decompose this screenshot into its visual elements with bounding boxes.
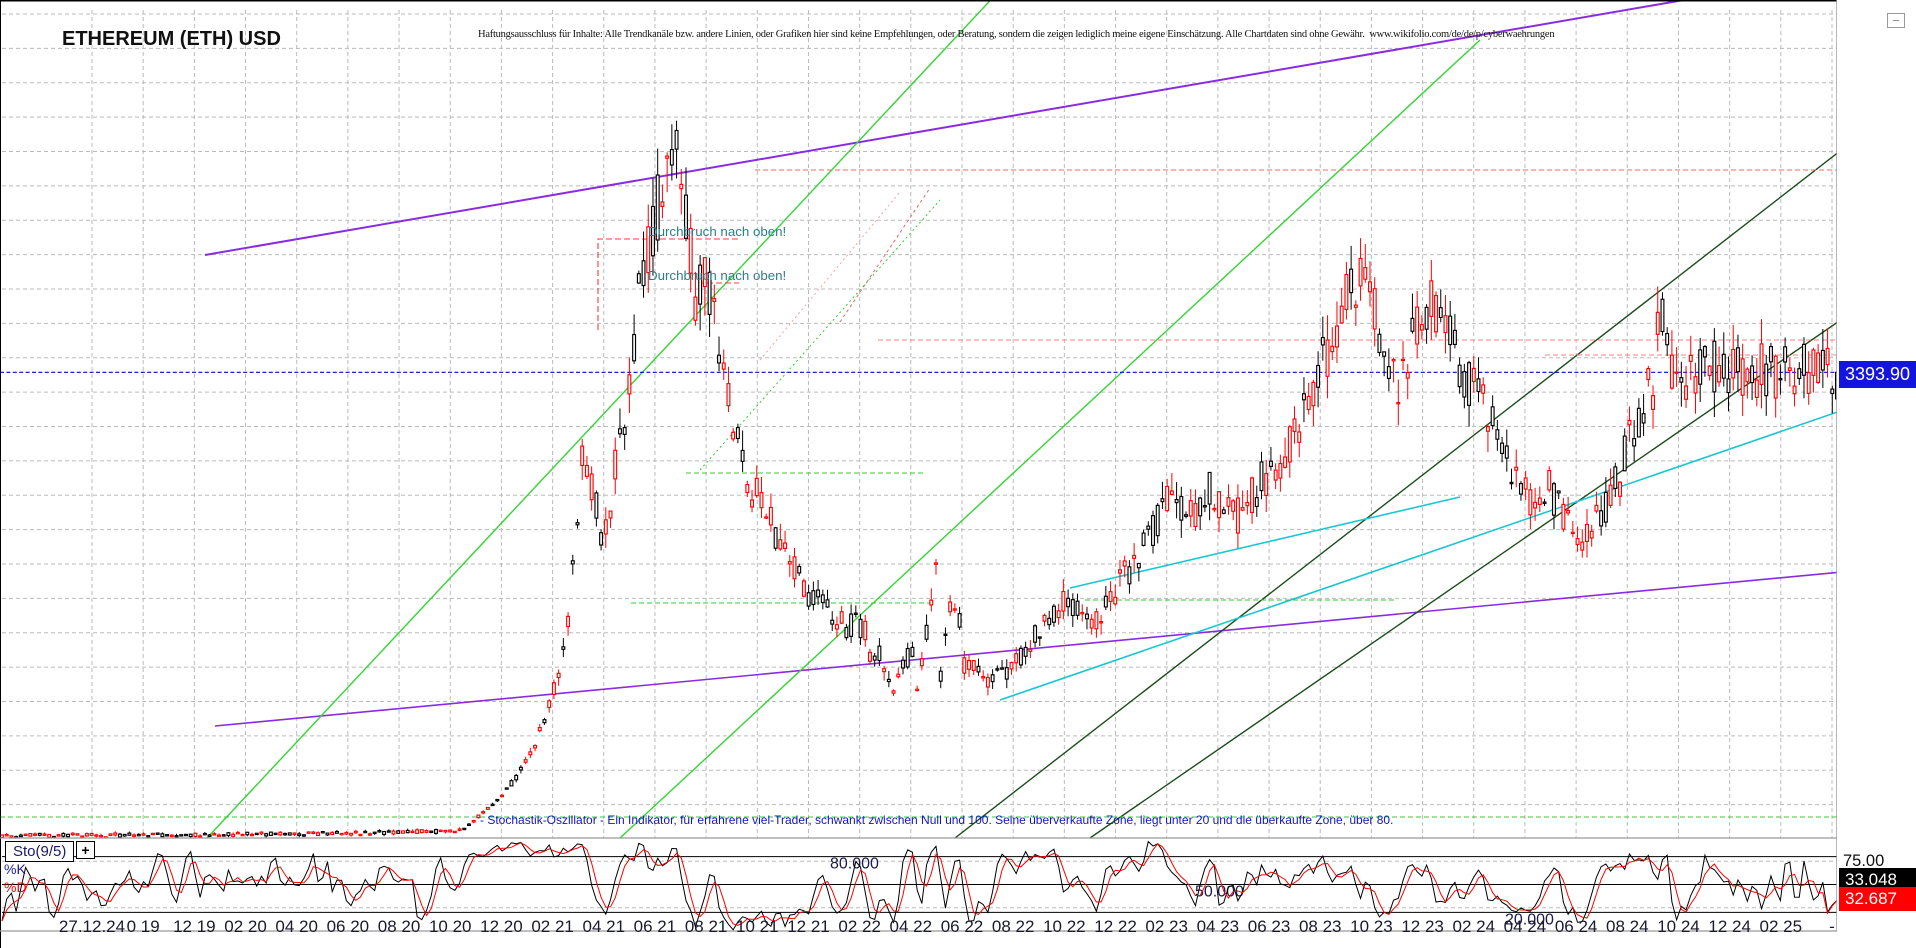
- svg-text:-: -: [1829, 917, 1835, 936]
- svg-text:04 24: 04 24: [1504, 917, 1547, 936]
- svg-text:12 21: 12 21: [787, 917, 830, 936]
- svg-text:08 20: 08 20: [378, 917, 421, 936]
- svg-text:02 25: 02 25: [1760, 917, 1803, 936]
- svg-text:10 20: 10 20: [429, 917, 472, 936]
- svg-text:04 22: 04 22: [890, 917, 933, 936]
- svg-text:12 20: 12 20: [480, 917, 523, 936]
- svg-text:02 20: 02 20: [224, 917, 267, 936]
- svg-text:06 21: 06 21: [634, 917, 677, 936]
- svg-text:02 22: 02 22: [838, 917, 881, 936]
- svg-text:02 23: 02 23: [1145, 917, 1188, 936]
- svg-text:06 24: 06 24: [1555, 917, 1598, 936]
- svg-text:06 23: 06 23: [1248, 917, 1291, 936]
- svg-text:0 19: 0 19: [127, 917, 160, 936]
- svg-text:10 21: 10 21: [736, 917, 779, 936]
- svg-text:04 20: 04 20: [275, 917, 318, 936]
- svg-text:02 24: 02 24: [1452, 917, 1495, 936]
- svg-text:12 23: 12 23: [1401, 917, 1444, 936]
- svg-text:10 24: 10 24: [1657, 917, 1700, 936]
- svg-text:12 24: 12 24: [1708, 917, 1751, 936]
- svg-text:06 20: 06 20: [327, 917, 370, 936]
- svg-text:80.000: 80.000: [830, 856, 879, 873]
- svg-text:04 21: 04 21: [582, 917, 625, 936]
- svg-text:27.12.24: 27.12.24: [59, 917, 125, 936]
- svg-text:08 21: 08 21: [685, 917, 728, 936]
- svg-text:10 22: 10 22: [1043, 917, 1086, 936]
- svg-text:10 23: 10 23: [1350, 917, 1393, 936]
- svg-text:02 21: 02 21: [531, 917, 574, 936]
- svg-text:08 22: 08 22: [992, 917, 1035, 936]
- svg-text:04 23: 04 23: [1197, 917, 1240, 936]
- svg-text:06 22: 06 22: [941, 917, 984, 936]
- svg-text:08 23: 08 23: [1299, 917, 1342, 936]
- svg-text:12 22: 12 22: [1094, 917, 1137, 936]
- svg-text:12 19: 12 19: [173, 917, 216, 936]
- svg-text:08 24: 08 24: [1606, 917, 1649, 936]
